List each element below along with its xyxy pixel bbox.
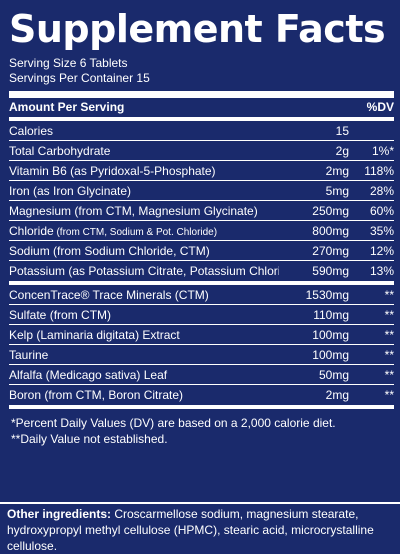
ingredient-table: ConcenTrace® Trace Minerals (CTM) 1530mg *… [9,285,394,405]
nutrient-name: Sodium (from Sodium Chloride, CTM) [9,243,210,258]
supplement-facts-panel: Supplement Facts Serving Size 6 Tablets … [9,0,394,455]
nutrient-name: Chloride [9,223,54,238]
nutrient-amount: 2g [335,143,349,158]
nutrient-amount: 15 [335,123,349,138]
other-ingredients-divider [0,502,400,504]
page-title: Supplement Facts [9,7,386,51]
ingredient-amount: 1530mg [305,287,349,302]
ingredient-name: Alfalfa (Medicago sativa) Leaf [9,367,168,382]
nutrient-amount: 270mg [312,243,349,258]
nutrient-dv: 28% [369,183,394,198]
nutrient-dv: 1%* [371,143,394,158]
nutrient-name: Iron (as Iron Glycinate) [9,183,132,198]
table-row: Sulfate (from CTM) 110mg ** [9,305,394,325]
dv-label: %DV [366,100,394,114]
footnote-dv: *Percent Daily Values (DV) are based on … [11,416,336,430]
other-ingredients-label: Other ingredients: [7,507,112,521]
nutrient-amount: 590mg [312,264,349,278]
ingredient-name: Sulfate (from CTM) [9,307,112,322]
nutrient-name: Total Carbohydrate [9,143,111,158]
footnote-not-established: **Daily Value not established. [11,432,168,446]
servings-per-container: Servings Per Container 15 [9,71,150,85]
ingredient-amount: 100mg [312,347,349,362]
ingredient-dv: ** [384,367,394,382]
nutrient-name: Vitamin B6 (as Pyridoxal-5-Phosphate) [9,163,216,178]
ingredient-dv: ** [384,307,394,322]
ingredient-name: ConcenTrace® Trace Minerals (CTM) [9,287,209,302]
footnotes: *Percent Daily Values (DV) are based on … [9,409,394,455]
footnote-divider [9,405,394,409]
ingredient-amount: 50mg [318,367,349,382]
table-row: Chloride (from CTM, Sodium & Pot. Chlori… [9,221,394,241]
table-row: Taurine 100mg ** [9,345,394,365]
table-row: Kelp (Laminaria digitata) Extract 100mg ** [9,325,394,345]
serving-info: Serving Size 6 Tablets Servings Per Cont… [9,56,394,86]
nutrient-name: Calories [9,123,54,138]
ingredient-amount: 2mg [325,388,349,402]
ingredient-dv: ** [384,347,394,362]
nutrient-dv: 60% [369,203,394,218]
nutrient-amount: 250mg [312,203,349,218]
table-row: Magnesium (from CTM, Magnesium Glycinate… [9,201,394,221]
nutrient-amount: 5mg [325,183,349,198]
serving-size: Serving Size 6 Tablets [9,56,128,70]
ingredient-amount: 110mg [313,307,349,322]
table-row: Sodium (from Sodium Chloride, CTM) 270mg 1… [9,241,394,261]
ingredient-name: Boron (from CTM, Boron Citrate) [9,388,184,402]
ingredient-dv: ** [384,327,394,342]
nutrient-dv: 118% [364,163,394,178]
ingredient-dv: ** [384,287,394,302]
table-row: Calories 15 [9,121,394,141]
table-row: Alfalfa (Medicago sativa) Leaf 50mg ** [9,365,394,385]
ingredient-name: Taurine [9,347,49,362]
table-row: Boron (from CTM, Boron Citrate) 2mg ** [9,385,394,405]
section-divider [9,281,394,285]
table-row: Vitamin B6 (as Pyridoxal-5-Phosphate) 2mg… [9,161,394,181]
header-divider [9,117,394,121]
ingredient-name: Kelp (Laminaria digitata) Extract [9,327,180,342]
nutrient-name: Potassium (as Potassium Citrate, Potassi… [9,264,279,278]
nutrient-amount: 2mg [325,163,349,178]
nutrient-amount: 800mg [312,223,349,238]
ingredient-amount: 100mg [312,327,349,342]
ingredient-dv: ** [384,388,394,402]
nutrient-dv: 35% [369,223,394,238]
table-row: Total Carbohydrate 2g 1%* [9,141,394,161]
thick-divider [9,91,394,98]
nutrient-dv: 12% [369,243,394,258]
table-header: Amount Per Serving %DV [9,98,394,117]
table-row: Iron (as Iron Glycinate) 5mg 28% [9,181,394,201]
nutrient-name: Magnesium (from CTM, Magnesium Glycinate… [9,203,258,218]
amount-per-serving-label: Amount Per Serving [9,100,125,114]
other-ingredients: Other ingredients: Croscarmellose sodium… [0,506,400,554]
table-row: Potassium (as Potassium Citrate, Potassi… [9,261,394,281]
nutrient-table: Calories 15 Total Carbohydrate 2g 1%* Vitam… [9,121,394,281]
table-row: ConcenTrace® Trace Minerals (CTM) 1530mg *… [9,285,394,305]
other-ingredients-text: Croscarmellose sodium, magnesium stearat… [7,507,374,553]
nutrient-dv: 13% [369,264,394,278]
